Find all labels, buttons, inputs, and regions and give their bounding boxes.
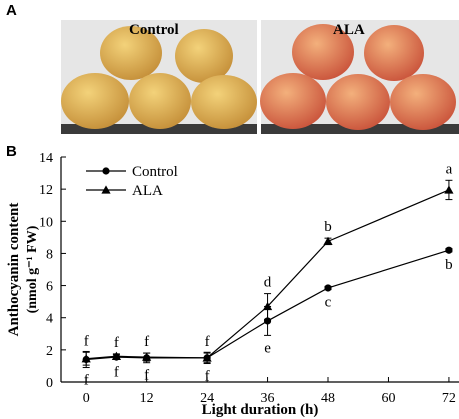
y-tick-label: 4 (46, 312, 53, 327)
ala-data-point (142, 352, 152, 361)
x-tick-label: 0 (83, 391, 90, 406)
control-significance-letter: f (84, 373, 89, 389)
ala-significance-letter: b (324, 219, 332, 235)
control-significance-letter: e (264, 340, 271, 356)
control-significance-letter: f (114, 365, 119, 381)
apple-photo (61, 20, 459, 134)
control-photo-label: Control (129, 22, 179, 38)
y-axis-title-line2: (nmol g⁻¹ FW) (25, 225, 40, 313)
apple-photo-panel: Control ALA (61, 20, 459, 134)
x-tick-label: 48 (321, 391, 335, 406)
control-apples (61, 26, 257, 129)
ala-apples (260, 24, 456, 130)
ala-significance-letter: a (446, 161, 453, 177)
y-tick-label: 2 (46, 344, 53, 359)
y-tick-label: 0 (46, 376, 53, 391)
x-tick-label: 72 (442, 391, 456, 406)
ala-data-point (81, 354, 91, 363)
legend-marker-ala (101, 185, 111, 194)
control-significance-letter: f (144, 368, 149, 384)
y-tick-label: 6 (46, 280, 53, 295)
ala-significance-letter: f (84, 333, 89, 349)
legend-marker-control (102, 167, 110, 175)
y-axis-title-line1: Anthocyanin content (6, 203, 22, 337)
ala-significance-letter: d (264, 275, 272, 291)
control-significance-letter: c (325, 295, 332, 311)
legend-label-control: Control (132, 164, 178, 180)
panel-a-letter: A (6, 2, 17, 19)
panel-b-letter: B (6, 143, 17, 160)
x-axis-title: Light duration (h) (202, 402, 319, 418)
ala-data-point (323, 236, 333, 246)
ala-data-point (262, 301, 273, 311)
ala-data-point (202, 353, 212, 362)
y-tick-label: 8 (46, 247, 53, 262)
ala-photo-label: ALA (333, 22, 365, 38)
ala-significance-letter: f (144, 334, 149, 350)
x-tick-label: 36 (261, 391, 275, 406)
y-tick-label: 14 (39, 151, 53, 166)
x-tick-label: 12 (140, 391, 154, 406)
ala-significance-letter: f (114, 335, 119, 351)
control-significance-letter: f (205, 369, 210, 385)
y-tick-label: 10 (39, 215, 53, 230)
control-significance-letter: b (445, 257, 453, 273)
ala-significance-letter: f (205, 334, 210, 350)
ala-data-point (444, 185, 454, 194)
x-tick-label: 24 (200, 391, 214, 406)
control-data-point (445, 246, 453, 254)
control-data-point (324, 284, 332, 292)
y-tick-label: 12 (39, 183, 53, 198)
ala-data-point (111, 351, 122, 360)
x-tick-label: 60 (381, 391, 395, 406)
legend-label-ala: ALA (132, 183, 163, 199)
